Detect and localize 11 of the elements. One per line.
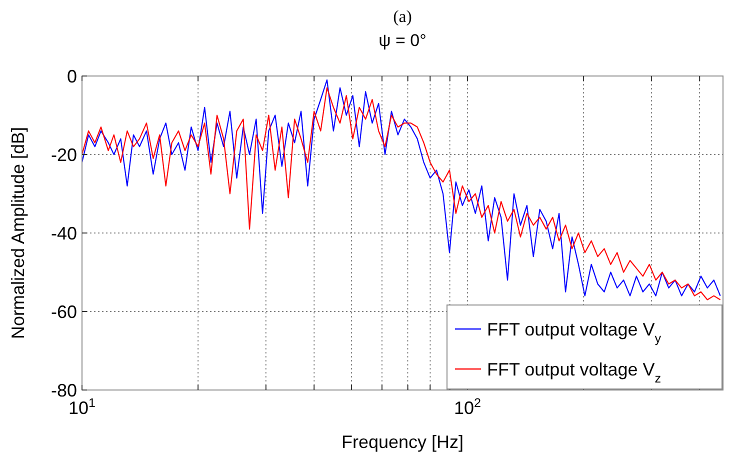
y-tick-label: -20 <box>50 144 77 165</box>
chart-title: (a) <box>393 7 412 26</box>
legend-label: FFT output voltage V$_{y}$ <box>487 319 662 346</box>
y-axis-title: Normalized Amplitude [dB] <box>8 126 28 340</box>
y-tick-label: 0 <box>66 66 77 86</box>
y-tick-label: -60 <box>50 302 77 322</box>
chart-subtitle: ψ = 0° <box>378 31 426 50</box>
y-tick-label: -40 <box>50 223 77 244</box>
x-tick-label: 10$^{2}$ <box>454 396 482 418</box>
x-axis-title: Frequency [Hz] <box>341 432 464 452</box>
legend-label: FFT output voltage V$_{z}$ <box>487 359 662 386</box>
